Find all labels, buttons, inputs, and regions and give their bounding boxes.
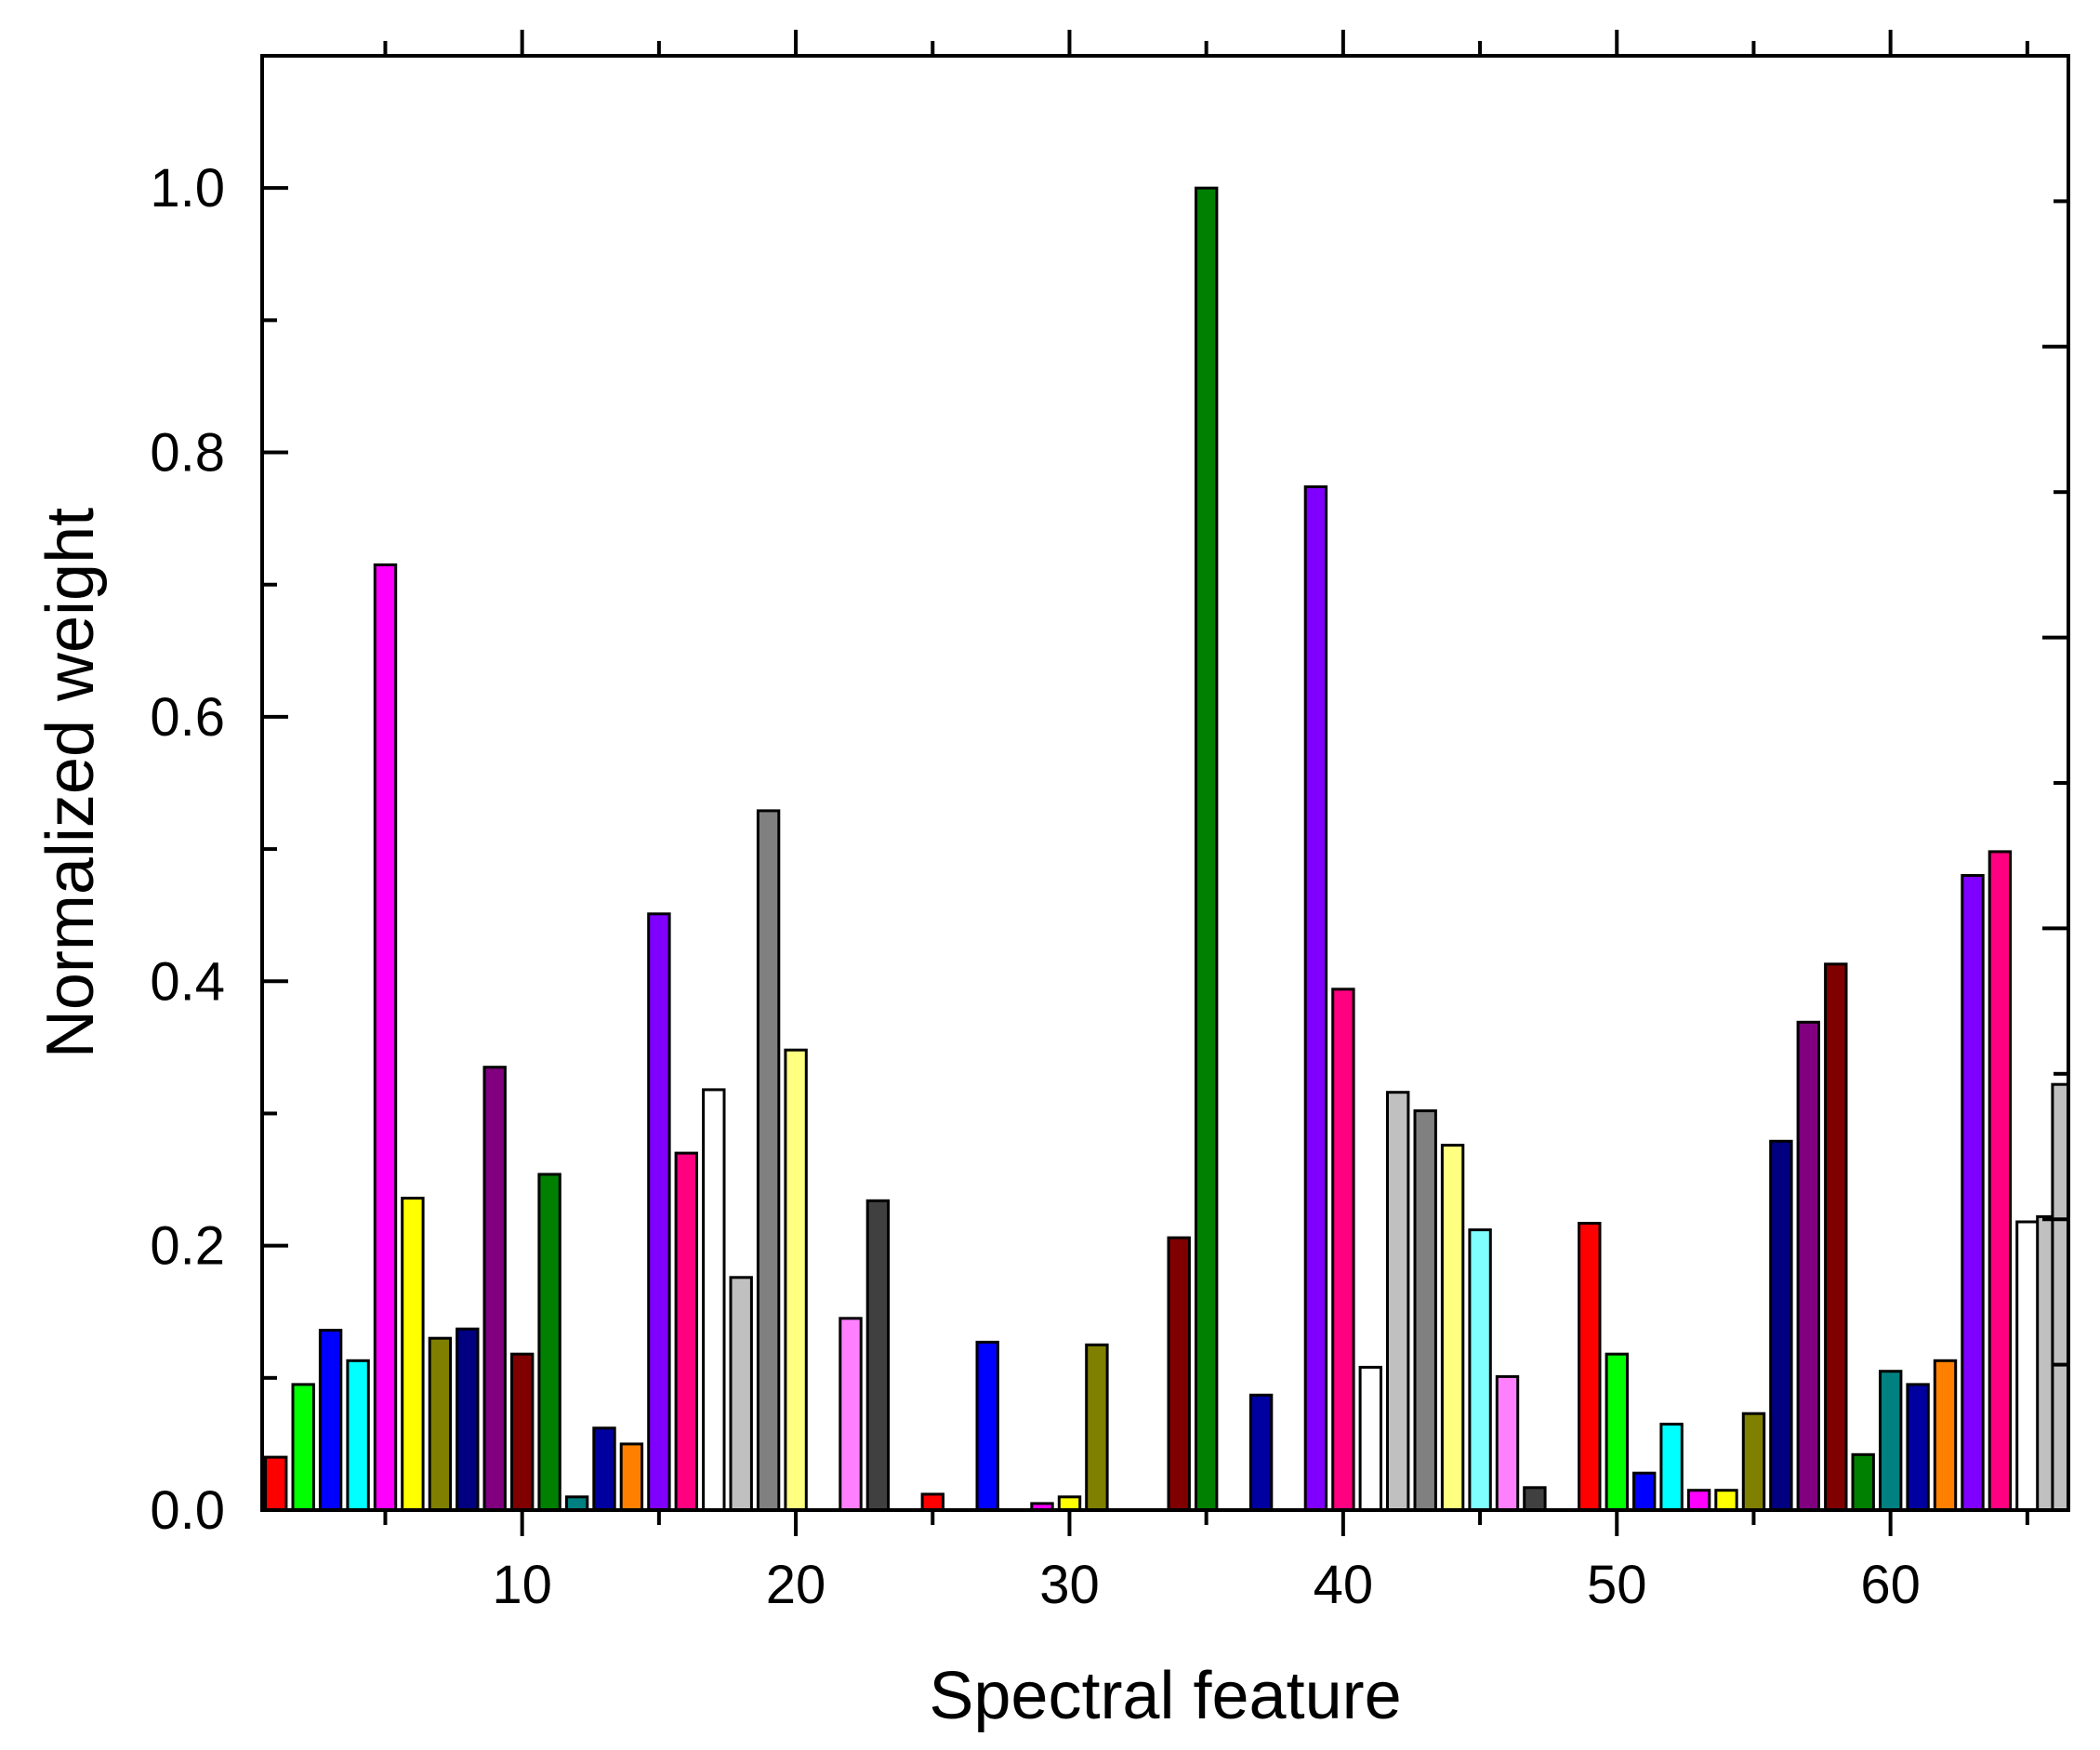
bar-39 <box>1303 485 1328 1512</box>
bar-54 <box>1714 1489 1738 1512</box>
x-tick-label: 60 <box>1860 1555 1921 1615</box>
bar-2 <box>291 1383 315 1512</box>
bar-5 <box>373 563 398 1512</box>
bar-14 <box>619 1442 644 1512</box>
bar-22 <box>839 1317 863 1512</box>
bar-3 <box>318 1329 343 1512</box>
bar-43 <box>1413 1109 1437 1512</box>
bar-41 <box>1358 1365 1382 1512</box>
bar-50 <box>1605 1352 1629 1512</box>
y-tick-label: 1.0 <box>150 158 225 219</box>
bar-19 <box>756 809 781 1512</box>
ticks-layer <box>262 30 2068 1536</box>
bar-57 <box>1796 1020 1820 1512</box>
bar-51 <box>1632 1471 1657 1512</box>
bar-9 <box>482 1066 507 1512</box>
bars-layer <box>264 186 2070 1512</box>
plot-frame <box>260 54 2070 1512</box>
bar-59 <box>1851 1452 1875 1512</box>
bar-46 <box>1495 1374 1520 1512</box>
bar-35 <box>1195 186 1219 1512</box>
bar-11 <box>537 1173 561 1512</box>
bar-37 <box>1248 1393 1274 1512</box>
x-axis-title: Spectral feature <box>929 1659 1401 1733</box>
bar-55 <box>1741 1412 1766 1512</box>
bar-53 <box>1686 1489 1711 1512</box>
bar-18 <box>729 1276 753 1512</box>
bar-1 <box>264 1455 288 1512</box>
y-tick-label: 0.0 <box>150 1480 225 1541</box>
x-tick-label: 10 <box>492 1555 552 1615</box>
bar-12 <box>564 1495 589 1512</box>
y-tick-label: 0.8 <box>150 423 225 484</box>
bar-65 <box>2015 1220 2040 1512</box>
bar-58 <box>1824 962 1848 1512</box>
bar-23 <box>865 1199 891 1512</box>
bar-30 <box>1057 1495 1082 1512</box>
bar-16 <box>674 1151 698 1512</box>
bar-61 <box>1906 1383 1930 1512</box>
bar-56 <box>1769 1139 1793 1512</box>
y-axis-title: Normalized weight <box>33 508 108 1058</box>
bar-27 <box>975 1340 999 1512</box>
bar-42 <box>1386 1091 1410 1512</box>
bar-44 <box>1440 1144 1465 1512</box>
x-tick-label: 50 <box>1587 1555 1647 1615</box>
bar-10 <box>510 1352 535 1512</box>
bar-45 <box>1468 1228 1492 1512</box>
bar-4 <box>346 1359 370 1512</box>
y-tick-label: 0.4 <box>150 951 225 1012</box>
x-tick-label: 20 <box>766 1555 826 1615</box>
bar-64 <box>1988 850 2013 1512</box>
x-tick-label: 30 <box>1039 1555 1100 1615</box>
bar-25 <box>920 1492 944 1512</box>
bar-60 <box>1879 1370 1903 1512</box>
bar-6 <box>401 1197 425 1512</box>
x-tick-label: 40 <box>1314 1555 1374 1615</box>
bar-34 <box>1167 1236 1191 1512</box>
y-tick-label: 0.2 <box>150 1216 225 1277</box>
bar-49 <box>1578 1222 1602 1512</box>
bar-15 <box>647 912 671 1512</box>
bar-63 <box>1961 874 1985 1512</box>
bar-7 <box>428 1336 453 1512</box>
bar-13 <box>592 1426 616 1512</box>
bar-47 <box>1523 1486 1547 1512</box>
bar-52 <box>1659 1423 1684 1512</box>
tick-labels-layer: 10 20 30 40 50 60 0.0 0.2 0.4 0.6 0.8 1.0 <box>150 158 1921 1615</box>
bar-20 <box>784 1048 808 1512</box>
bar-8 <box>456 1327 480 1512</box>
y-tick-label: 0.6 <box>150 687 225 748</box>
bar-62 <box>1933 1359 1958 1512</box>
bar-40 <box>1331 988 1355 1512</box>
bar-67 <box>2051 1082 2070 1512</box>
bar-31 <box>1085 1343 1109 1512</box>
bar-17 <box>702 1088 726 1512</box>
